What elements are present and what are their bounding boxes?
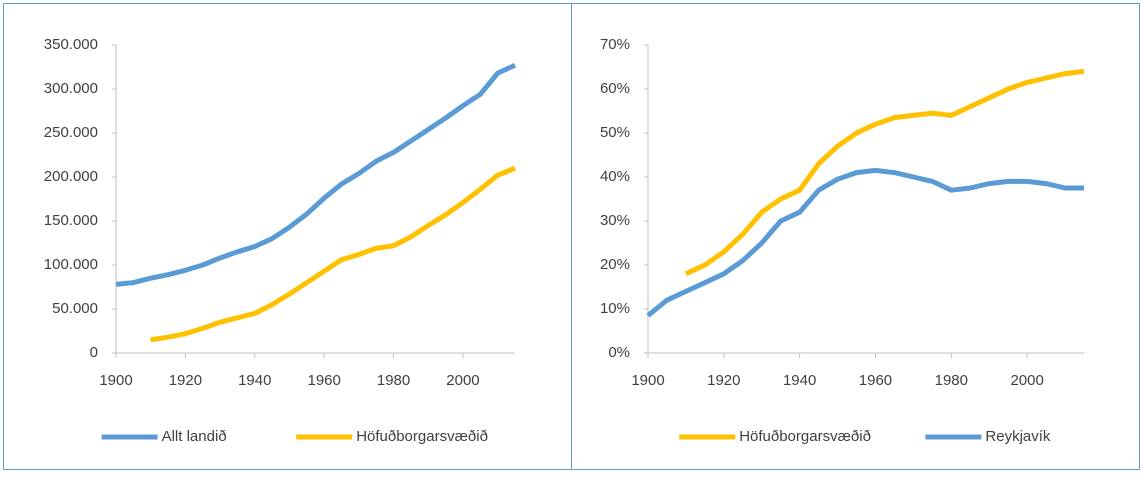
y-tick-label: 20% [600, 256, 630, 273]
y-tick-label: 150.000 [44, 212, 98, 229]
x-tick-label: 1920 [169, 372, 202, 389]
legend-label: Allt landið [162, 428, 227, 445]
x-tick-label: 1900 [99, 372, 132, 389]
series-line [115, 62, 517, 287]
y-tick-label: 0% [608, 344, 630, 361]
y-tick-label: 350.000 [44, 36, 98, 53]
y-tick-label: 100.000 [44, 256, 98, 273]
legend-label: Höfuðborgarsvæðið [356, 428, 488, 445]
series-line [150, 165, 516, 343]
series-line [646, 167, 1084, 318]
legend-label: Höfuðborgarsvæðið [739, 428, 871, 445]
x-tick-label: 1920 [707, 372, 740, 389]
y-tick-label: 60% [600, 80, 630, 97]
x-tick-label: 1940 [783, 372, 816, 389]
y-tick-label: 10% [600, 300, 630, 317]
y-tick-label: 200.000 [44, 168, 98, 185]
y-tick-label: 70% [600, 36, 630, 53]
x-tick-label: 1960 [307, 372, 340, 389]
y-tick-label: 30% [600, 212, 630, 229]
series-line [684, 68, 1085, 277]
y-tick-label: 250.000 [44, 124, 98, 141]
y-tick-label: 40% [600, 168, 630, 185]
x-tick-label: 1980 [377, 372, 410, 389]
x-tick-label: 1940 [238, 372, 271, 389]
x-tick-label: 2000 [446, 372, 479, 389]
x-tick-label: 1960 [859, 372, 892, 389]
x-tick-label: 1980 [935, 372, 968, 389]
y-tick-label: 0 [90, 344, 98, 361]
y-tick-label: 300.000 [44, 80, 98, 97]
legend-label: Reykjavík [985, 428, 1051, 445]
x-tick-label: 1900 [631, 372, 664, 389]
x-tick-label: 2000 [1010, 372, 1043, 389]
y-tick-label: 50.000 [52, 300, 98, 317]
y-tick-label: 50% [600, 124, 630, 141]
